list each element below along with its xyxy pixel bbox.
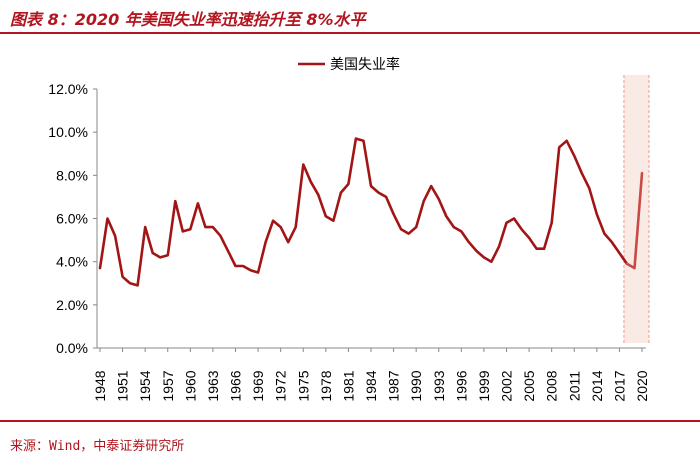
highlight-band <box>623 75 649 343</box>
x-tick-label: 1963 <box>205 370 221 401</box>
y-tick-label: 2.0% <box>56 297 88 313</box>
x-tick-label: 1990 <box>408 370 424 401</box>
source-divider <box>0 420 700 422</box>
x-tick-label: 2014 <box>589 370 605 401</box>
x-tick-label: 1972 <box>273 370 289 401</box>
x-tick-label: 1987 <box>386 370 402 401</box>
x-tick-label: 1999 <box>476 370 492 401</box>
x-tick-label: 1951 <box>115 370 131 401</box>
source-note: 来源：Wind，中泰证券研究所 <box>10 439 185 454</box>
x-tick-label: 2011 <box>566 371 582 401</box>
y-tick-label: 8.0% <box>56 167 88 183</box>
unemployment-rate-line <box>98 137 629 287</box>
x-tick-label: 2005 <box>521 370 537 401</box>
y-tick-label: 0.0% <box>56 340 88 356</box>
x-tick-label: 2002 <box>499 370 515 401</box>
title-bar: 图表 8：2020 年美国失业率迅速抬升至 8%水平 <box>0 0 700 34</box>
x-tick-label: 1978 <box>318 370 334 401</box>
y-tick-label: 12.0% <box>48 81 88 97</box>
y-tick-label: 10.0% <box>48 124 88 140</box>
x-tick-label: 1996 <box>453 370 469 401</box>
x-tick-label: 1954 <box>137 370 153 401</box>
x-tick-label: 2017 <box>611 370 627 401</box>
x-tick-label: 1975 <box>295 370 311 401</box>
chart-area: 0.0% 2.0% 4.0% 6.0% 8.0% 10.0% 12.0% 1948 1951 19… <box>48 56 650 402</box>
x-tick-label: 1966 <box>228 370 244 401</box>
x-tick-label: 1969 <box>250 370 266 401</box>
y-tick-label: 6.0% <box>56 211 88 227</box>
x-tick-label: 1957 <box>160 370 176 401</box>
x-tick-label: 2008 <box>544 370 560 401</box>
x-tick-label: 1993 <box>431 370 447 401</box>
y-tick-label: 4.0% <box>56 254 88 270</box>
legend-label: 美国失业率 <box>330 56 400 73</box>
title-divider <box>0 32 700 34</box>
x-tick-label: 1984 <box>363 370 379 401</box>
x-tick-label: 1960 <box>182 370 198 401</box>
chart-title: 图表 8：2020 年美国失业率迅速抬升至 8%水平 <box>10 10 366 29</box>
x-tick-label: 1981 <box>340 370 356 401</box>
x-tick-label: 2020 <box>634 370 650 401</box>
unemployment-rate-line-highlighted <box>625 171 644 270</box>
x-tick-label: 1948 <box>92 370 108 401</box>
